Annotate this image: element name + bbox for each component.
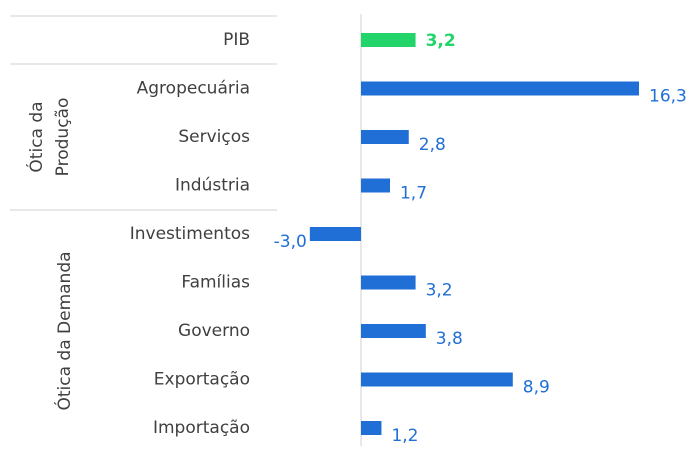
bar [361, 275, 416, 290]
bar [361, 324, 426, 338]
category-label: Governo [178, 321, 250, 341]
value-label: 3,2 [426, 281, 453, 301]
bar [309, 227, 361, 241]
value-label: 2,8 [419, 135, 446, 155]
bar [361, 33, 416, 47]
group-label: Ótica da [25, 101, 47, 172]
category-label: Agropecuária [137, 79, 250, 99]
value-label: 16,3 [649, 87, 687, 107]
bar [361, 178, 390, 193]
category-label: Famílias [181, 273, 250, 293]
bar [361, 130, 409, 144]
category-label: Investimentos [130, 224, 250, 244]
value-label: 3,2 [426, 31, 456, 51]
value-label: -3,0 [274, 232, 307, 252]
value-label: 8,9 [523, 378, 550, 398]
category-label: Exportação [154, 370, 250, 390]
category-label: Serviços [178, 127, 250, 147]
group-label: Produção [53, 98, 73, 177]
value-label: 3,8 [436, 329, 463, 349]
value-label: 1,7 [400, 184, 427, 204]
category-label: PIB [223, 30, 250, 50]
value-label: 1,2 [391, 426, 418, 446]
bar [361, 421, 382, 435]
bar [361, 81, 639, 96]
category-label: Indústria [175, 176, 250, 196]
group-label: Ótica da Demanda [53, 251, 75, 410]
category-label: Importação [153, 418, 250, 438]
bar [361, 372, 513, 387]
